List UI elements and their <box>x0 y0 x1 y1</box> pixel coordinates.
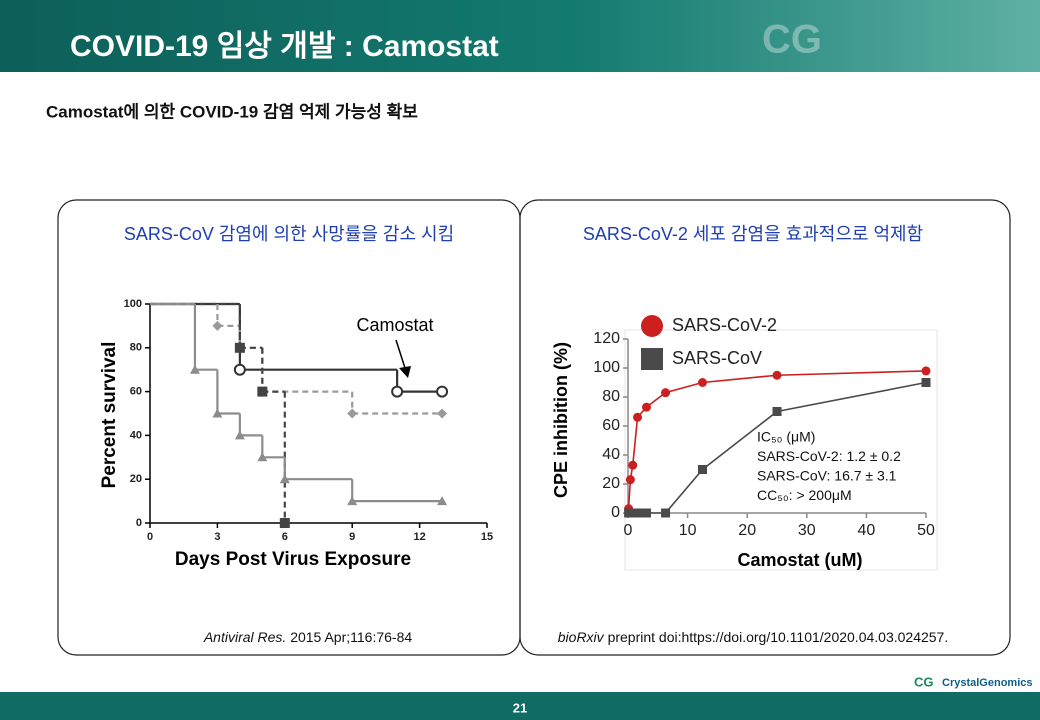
marker <box>921 366 931 376</box>
y-tick-label: 0 <box>611 504 620 521</box>
header-deco: CG <box>762 18 822 62</box>
marker <box>633 508 643 518</box>
marker <box>437 408 448 419</box>
panel-title: SARS-CoV-2 세포 감염을 효과적으로 억제함 <box>583 224 923 244</box>
legend-label: SARS-CoV <box>672 348 762 368</box>
marker <box>625 475 635 485</box>
slide-subtitle: Camostat에 의한 COVID-19 감염 억제 가능성 확보 <box>46 102 418 121</box>
y-tick-label: 0 <box>136 517 142 529</box>
marker <box>234 430 245 440</box>
annotation: IC₅₀ (μM) <box>757 429 815 445</box>
annotation: CC₅₀: > 200μM <box>757 487 852 503</box>
slide-title: COVID-19 임상 개발 : Camostat <box>70 30 499 63</box>
annotation: SARS-CoV: 16.7 ± 3.1 <box>757 468 897 484</box>
marker <box>641 402 651 412</box>
marker <box>698 378 707 387</box>
marker <box>641 348 663 370</box>
x-tick-label: 15 <box>481 531 493 543</box>
panel-title: SARS-CoV 감염에 의한 사망률을 감소 시킴 <box>124 224 454 244</box>
page-number: 21 <box>513 700 527 715</box>
marker <box>628 508 638 518</box>
marker <box>437 496 448 506</box>
plot-frame <box>624 329 938 571</box>
x-axis-title: Days Post Virus Exposure <box>175 549 411 570</box>
y-tick-label: 100 <box>593 359 620 376</box>
marker <box>921 378 931 387</box>
marker <box>257 386 268 397</box>
annotation: Camostat <box>356 315 433 335</box>
marker <box>661 388 671 398</box>
citation-text: preprint doi:https://doi.org/10.1101/202… <box>608 629 949 645</box>
marker <box>257 452 268 462</box>
marker <box>641 315 663 337</box>
x-tick-label: 3 <box>214 531 220 543</box>
citation: Antiviral Res. 2015 Apr;116:76-84 <box>203 629 413 645</box>
logo: CrystalGenomics <box>942 677 1032 689</box>
marker <box>772 370 782 380</box>
y-tick-label: 60 <box>130 386 142 398</box>
y-tick-label: 20 <box>130 473 142 485</box>
y-tick-label: 60 <box>602 417 620 434</box>
marker <box>347 408 358 419</box>
marker <box>189 364 200 374</box>
x-tick-label: 0 <box>624 522 633 539</box>
marker <box>234 342 245 353</box>
y-tick-label: 80 <box>602 388 620 405</box>
annotation: SARS-CoV-2: 1.2 ± 0.2 <box>757 448 901 464</box>
marker <box>391 385 404 398</box>
journal: bioRxiv <box>558 629 605 645</box>
logo-mark: CG <box>914 674 934 689</box>
marker <box>772 407 782 416</box>
legend-label: SARS-CoV-2 <box>672 315 777 335</box>
annotation-arrow <box>395 339 406 369</box>
panel <box>519 199 1011 656</box>
footer-bar <box>0 692 1040 720</box>
marker <box>628 460 638 470</box>
x-tick-label: 9 <box>349 531 355 543</box>
x-tick-label: 12 <box>413 531 425 543</box>
y-tick-label: 120 <box>593 330 620 347</box>
y-tick-label: 40 <box>602 446 620 463</box>
x-axis-title: Camostat (uM) <box>738 550 863 570</box>
y-axis-title: Percent survival <box>99 342 120 489</box>
panel <box>57 199 521 656</box>
y-tick-label: 100 <box>124 298 142 310</box>
marker <box>641 508 651 518</box>
x-tick-label: 10 <box>679 522 697 539</box>
x-tick-label: 30 <box>798 522 816 539</box>
marker <box>279 474 290 484</box>
marker <box>212 408 223 418</box>
y-tick-label: 80 <box>130 342 142 354</box>
arrow-head <box>399 366 411 378</box>
citation: bioRxiv preprint doi:https://doi.org/10.… <box>558 629 948 645</box>
marker <box>233 363 246 376</box>
x-tick-label: 20 <box>738 522 756 539</box>
marker <box>436 385 449 398</box>
x-tick-label: 6 <box>282 531 288 543</box>
x-tick-label: 0 <box>147 531 153 543</box>
marker <box>633 412 643 422</box>
x-tick-label: 50 <box>917 522 935 539</box>
x-tick-label: 40 <box>858 522 876 539</box>
marker <box>212 320 223 331</box>
y-tick-label: 20 <box>602 475 620 492</box>
header-bar <box>0 0 1040 72</box>
citation-text: 2015 Apr;116:76-84 <box>290 629 412 645</box>
marker <box>698 465 707 474</box>
y-axis-title: CPE inhibition (%) <box>551 342 571 498</box>
y-tick-label: 40 <box>130 429 142 441</box>
journal: Antiviral Res. <box>203 629 286 645</box>
marker <box>661 508 671 518</box>
marker <box>347 496 358 506</box>
marker <box>279 518 290 528</box>
